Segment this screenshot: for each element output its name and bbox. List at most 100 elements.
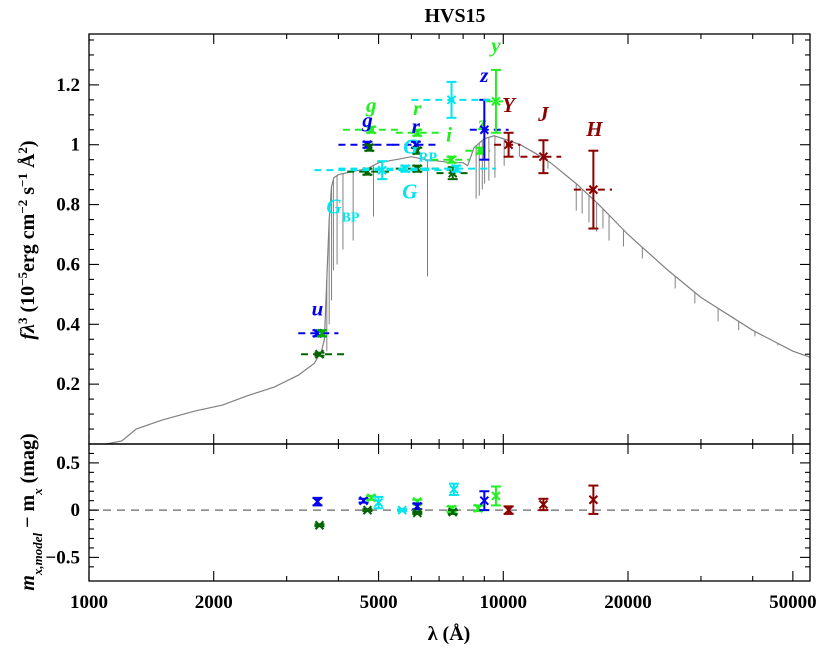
y-tick-label: 0.2 (56, 374, 80, 395)
y-tick-label: 1 (71, 135, 81, 156)
residual-marker (479, 495, 490, 506)
data-point-marker (475, 146, 485, 156)
data-point-marker (451, 163, 461, 174)
data-point-marker (317, 328, 327, 338)
filter-label: Y (502, 93, 517, 117)
x-tick-label: 20000 (604, 592, 652, 613)
residual-marker (588, 495, 599, 505)
data-point-marker (412, 146, 422, 156)
data-point-marker (446, 95, 457, 105)
filter-label: z (479, 63, 489, 87)
gaia-filter-label: GRP (403, 135, 437, 166)
data-point-marker (377, 165, 387, 175)
photometry-point: g (338, 108, 396, 150)
filter-label: i (446, 123, 452, 147)
photometry-point: H (573, 117, 613, 230)
x-tick-label: 5000 (360, 592, 398, 613)
residual-point (588, 484, 599, 515)
x-axis: 1000 2000 5000 10000 20000 50000 (70, 34, 817, 613)
residual-marker (448, 507, 458, 517)
data-point-marker (588, 184, 599, 195)
residual-panel-frame (88, 443, 811, 582)
residual-point (447, 507, 458, 517)
y-axis-flux: 0.2 0.4 0.6 0.8 1 1.2 (56, 39, 810, 430)
y-tick-label: 0.8 (56, 195, 80, 216)
data-point-marker (503, 140, 514, 150)
x-tick-label: 10000 (480, 592, 528, 613)
photometry-point (301, 349, 346, 359)
photometry-point: g (342, 93, 399, 135)
residual-marker (358, 495, 369, 506)
filter-label: g (365, 93, 377, 117)
residual-point (412, 508, 423, 518)
photometry-point (436, 166, 468, 181)
filter-label: r (413, 96, 422, 120)
photometry-point: r (395, 96, 440, 138)
y-axis-label-flux: fλ3 (10−5erg cm−2 s−1 Å2) (15, 140, 40, 339)
x-tick-label: 1000 (70, 592, 108, 613)
filter-label: z (477, 111, 487, 135)
data-point-marker (364, 143, 375, 153)
photometry-point: J (520, 102, 562, 175)
chart-title: HVS15 (424, 5, 485, 27)
model-spectrum-curve (105, 135, 811, 445)
data-point-marker (479, 125, 490, 135)
y-tick-label: 1.2 (56, 75, 80, 96)
photometry-point: Y (494, 93, 521, 158)
filter-label: g (361, 108, 373, 132)
residual-point (503, 505, 514, 515)
data-point-marker (412, 128, 422, 138)
x-tick-label: 2000 (195, 592, 233, 613)
photometry-point (316, 328, 327, 338)
residual-point (448, 482, 459, 497)
filter-label: H (585, 117, 603, 141)
y-residual-tick-label: 0 (71, 500, 81, 521)
data-point-marker (491, 96, 501, 107)
filter-label: u (312, 296, 324, 320)
residual-panel (89, 482, 810, 530)
photometry-point (412, 146, 423, 156)
photometry-point (364, 143, 375, 153)
y-axis-residual: 0.5 0 −0.5 (45, 453, 810, 568)
residual-marker (503, 505, 514, 515)
gaia-filter-label: GBP (326, 195, 360, 226)
data-point-marker (538, 151, 549, 162)
y-tick-label: 0.4 (56, 314, 80, 335)
flux-panel-frame (88, 33, 811, 445)
residual-point (479, 490, 490, 512)
data-point-marker (446, 154, 457, 165)
y-residual-tick-label: 0.5 (56, 453, 80, 474)
residual-point (314, 520, 325, 530)
residual-marker (362, 505, 373, 515)
residual-marker (412, 508, 422, 518)
y-tick-label: 0.6 (56, 254, 80, 275)
data-point-marker (314, 349, 325, 359)
y-axis-label-residual: mx,model − mx (mag) (17, 433, 45, 590)
residual-marker (449, 484, 459, 495)
x-tick-label: 50000 (769, 592, 817, 613)
y-residual-tick-label: −0.5 (45, 547, 80, 568)
data-point-marker (400, 163, 410, 174)
photometry-point: i (431, 123, 470, 165)
residual-point (490, 485, 501, 507)
residual-marker (314, 520, 325, 530)
residual-marker (397, 505, 407, 515)
photometry-point (314, 160, 450, 181)
residual-marker (312, 496, 323, 507)
residual-point (362, 505, 373, 515)
residual-point (397, 505, 408, 515)
filter-label: J (537, 102, 550, 126)
residual-point (538, 497, 549, 512)
photometry-point: y (486, 33, 504, 134)
data-point-marker (366, 125, 376, 135)
residual-marker (373, 497, 384, 508)
residual-point (373, 495, 384, 510)
filter-label: r (412, 114, 421, 138)
x-axis-label: λ (Å) (428, 622, 471, 645)
filter-label: y (488, 33, 501, 57)
residual-marker (491, 491, 501, 501)
residual-point (312, 496, 323, 507)
residual-marker (538, 499, 549, 510)
